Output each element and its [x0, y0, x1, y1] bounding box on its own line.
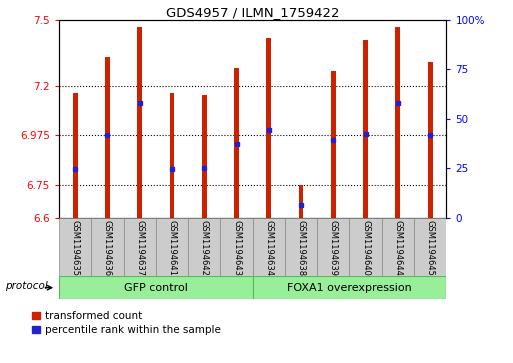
Text: GSM1194642: GSM1194642 [200, 220, 209, 276]
Bar [137, 26, 142, 218]
Text: GSM1194635: GSM1194635 [71, 220, 80, 276]
Text: GFP control: GFP control [124, 283, 188, 293]
Bar [59, 218, 91, 276]
Bar [156, 218, 188, 276]
Text: GSM1194640: GSM1194640 [361, 220, 370, 276]
Bar [266, 37, 271, 218]
Text: GSM1194637: GSM1194637 [135, 220, 144, 276]
Bar [73, 93, 77, 218]
Bar [428, 62, 432, 218]
Text: GSM1194636: GSM1194636 [103, 220, 112, 276]
Bar [349, 218, 382, 276]
Bar [285, 218, 317, 276]
Bar [363, 40, 368, 218]
Text: FOXA1 overexpression: FOXA1 overexpression [287, 283, 412, 293]
Bar [414, 218, 446, 276]
Text: GSM1194641: GSM1194641 [167, 220, 176, 276]
Bar [234, 68, 239, 218]
Bar [59, 276, 252, 299]
Bar [202, 95, 207, 218]
Legend: transformed count, percentile rank within the sample: transformed count, percentile rank withi… [31, 310, 222, 336]
Text: GSM1194638: GSM1194638 [297, 220, 306, 276]
Bar [331, 70, 336, 218]
Bar [252, 218, 285, 276]
Title: GDS4957 / ILMN_1759422: GDS4957 / ILMN_1759422 [166, 6, 340, 19]
Bar [317, 218, 349, 276]
Text: GSM1194644: GSM1194644 [393, 220, 402, 276]
Text: GSM1194639: GSM1194639 [329, 220, 338, 276]
Bar [91, 218, 124, 276]
Text: GSM1194643: GSM1194643 [232, 220, 241, 276]
Bar [396, 26, 400, 218]
Bar [169, 93, 174, 218]
Bar [124, 218, 156, 276]
Text: protocol: protocol [5, 281, 48, 291]
Text: GSM1194645: GSM1194645 [426, 220, 435, 276]
Bar [252, 276, 446, 299]
Bar [382, 218, 414, 276]
Text: GSM1194634: GSM1194634 [264, 220, 273, 276]
Bar [299, 185, 304, 218]
Bar [188, 218, 221, 276]
Bar [221, 218, 252, 276]
Bar [105, 57, 110, 218]
